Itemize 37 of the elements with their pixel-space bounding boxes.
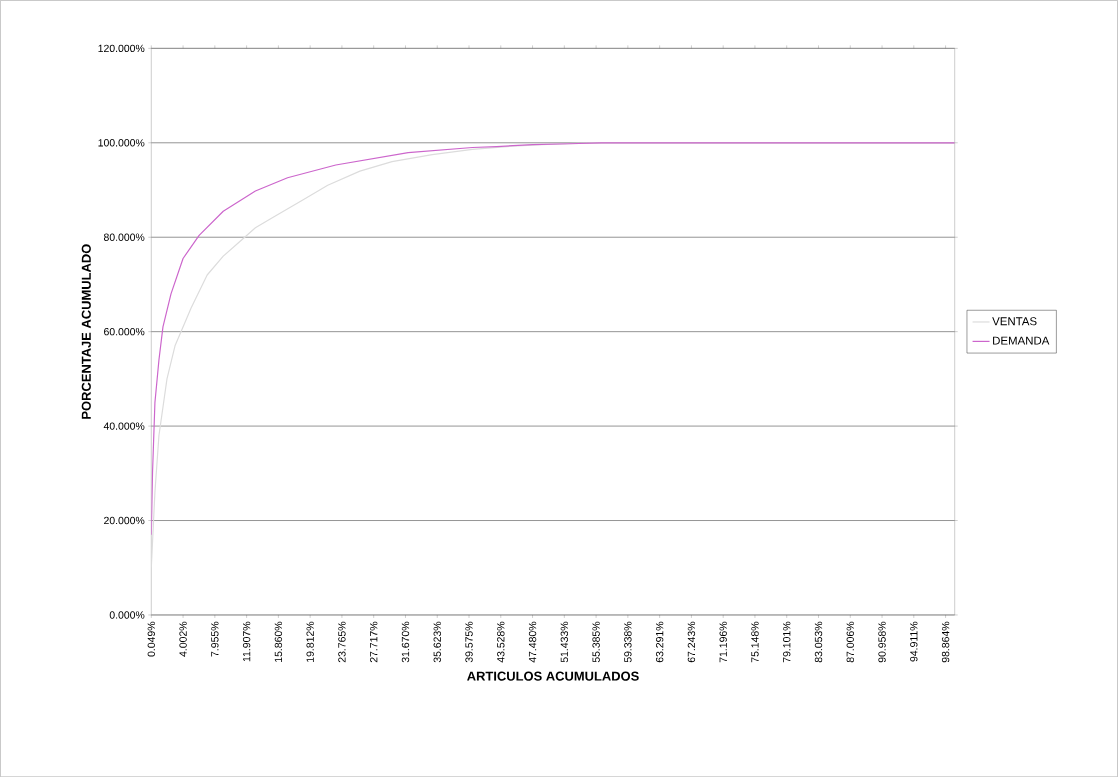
y-tick-label: 120.000% [98, 44, 145, 52]
y-tick-label: 100.000% [98, 138, 145, 147]
x-tick-label: 83.053% [814, 621, 823, 663]
x-tick-label: 63.291% [655, 621, 664, 663]
x-tick-label: 31.670% [401, 621, 410, 663]
x-tick-label: 87.006% [846, 621, 854, 663]
x-tick-label: 7.955% [211, 621, 219, 657]
x-tick-label: 51.433% [560, 621, 569, 663]
x-tick-label: 23.765% [338, 621, 346, 663]
x-tick-label: 4.002% [179, 621, 187, 657]
x-tick-label: 75.148% [751, 621, 759, 663]
y-tick-label: 40.000% [103, 422, 145, 430]
x-tick-label: 98.864% [941, 621, 950, 663]
x-tick-label: 79.101% [783, 621, 791, 663]
y-tick-label: 80.000% [103, 233, 145, 241]
x-tick-label: 19.812% [306, 621, 314, 662]
x-tick-label: 15.860% [274, 621, 283, 662]
y-tick-label: 20.000% [104, 516, 145, 525]
x-tick-label: 39.575% [465, 621, 473, 663]
legend-label: VENTAS [992, 317, 1037, 326]
x-tick-label: 71.196% [719, 621, 727, 663]
x-tick-label: 59.338% [624, 621, 632, 663]
x-tick-label: 94.911% [910, 621, 918, 662]
y-tick-label: 0.000% [109, 611, 145, 619]
x-tick-label: 11.907% [242, 621, 251, 662]
x-tick-label: 90.958% [878, 621, 886, 663]
legend-label: DEMANDA [993, 336, 1050, 345]
x-axis-title: ARTICULOS ACUMULADOS [467, 671, 639, 681]
y-tick-label: 60.000% [104, 327, 145, 336]
x-tick-label: 55.385% [592, 621, 600, 663]
x-tick-label: 43.528% [497, 621, 505, 663]
x-tick-label: 47.480% [528, 621, 537, 663]
x-tick-label: 67.243% [687, 621, 696, 663]
y-axis-title: PORCENTAJE ACUMULADO [81, 244, 91, 419]
x-tick-label: 35.623% [433, 621, 441, 663]
x-tick-label: 0.049% [147, 621, 155, 657]
x-tick-label: 27.717% [370, 621, 378, 663]
